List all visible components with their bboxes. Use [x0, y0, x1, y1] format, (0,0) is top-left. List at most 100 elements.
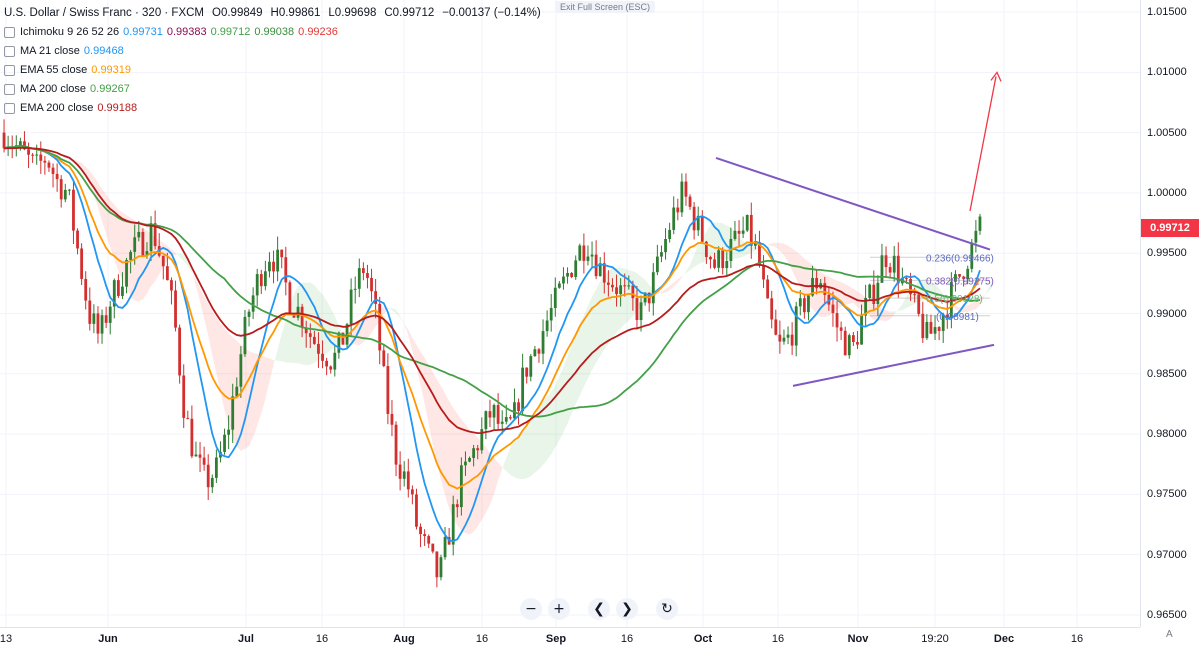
candle-body	[656, 257, 659, 273]
time-tick-label: 16	[1071, 633, 1083, 645]
indicator-label: EMA 55 close	[20, 61, 87, 80]
time-tick-label: Jun	[98, 633, 118, 645]
candle-body	[709, 257, 712, 259]
symbol-header[interactable]: U.S. Dollar / Swiss Franc · 320 · FXCM O…	[4, 4, 545, 23]
candle-body	[129, 252, 132, 260]
candle-body	[979, 217, 982, 231]
candle-body	[738, 231, 741, 234]
candle-body	[636, 298, 639, 320]
candle-body	[76, 231, 79, 249]
candle-body	[35, 155, 38, 156]
symbol-title[interactable]: U.S. Dollar / Swiss Franc · 320 · FXCM	[4, 4, 204, 23]
candle-body	[836, 313, 839, 327]
candle-body	[403, 471, 406, 478]
candle-body	[227, 430, 230, 435]
price-tick-label: 1.01500	[1147, 6, 1187, 18]
ichimoku-cloud-segment	[261, 356, 265, 415]
ohlc-change: −0.00137 (−0.14%)	[442, 4, 540, 23]
candle-body	[199, 455, 202, 458]
candle-body	[803, 298, 806, 312]
candle-body	[121, 287, 124, 296]
candle-body	[860, 315, 863, 344]
ichimoku-cloud-segment	[265, 357, 269, 400]
series-line-ema-55-close	[4, 147, 980, 488]
candle-body	[190, 419, 193, 456]
auto-scale-button[interactable]: A	[1166, 629, 1173, 640]
candle-body	[431, 544, 434, 552]
price-tick-label: 0.97000	[1147, 549, 1187, 561]
candle-body	[476, 448, 479, 450]
candle-body	[631, 285, 634, 298]
chart-legend: U.S. Dollar / Swiss Franc · 320 · FXCM O…	[4, 4, 545, 118]
candle-body	[876, 283, 879, 304]
exit-fullscreen-button[interactable]: Exit Full Screen (ESC)	[555, 1, 655, 13]
candle-body	[930, 322, 933, 334]
zoom-in-button[interactable]: +	[548, 598, 570, 620]
candle-body	[574, 260, 577, 277]
candle-body	[570, 273, 573, 277]
ichimoku-cloud-segment	[400, 316, 404, 323]
candle-body	[284, 257, 287, 282]
scroll-left-button[interactable]: ❮	[588, 598, 610, 620]
candle-body	[938, 327, 941, 331]
candle-body	[162, 256, 165, 266]
ichimoku-cloud-segment	[694, 246, 698, 268]
scroll-right-button[interactable]: ❯	[616, 598, 638, 620]
candle-body	[31, 155, 34, 156]
price-tick-label: 0.98500	[1147, 368, 1187, 380]
time-tick-label: Aug	[393, 633, 414, 645]
candle-body	[542, 331, 545, 354]
candle-body	[974, 231, 977, 243]
candle-body	[660, 252, 663, 256]
indicator-value: 0.99383	[167, 23, 207, 42]
indicator-icon	[4, 27, 15, 38]
candle-body	[68, 190, 71, 191]
reset-chart-button[interactable]: ↻	[656, 598, 678, 620]
candle-body	[272, 262, 275, 272]
ichimoku-cloud-segment	[224, 328, 228, 424]
candle-body	[840, 327, 843, 330]
fib-level-label: 0.382(0.99275)	[926, 276, 994, 287]
candle-body	[350, 290, 353, 325]
ichimoku-cloud-segment	[392, 308, 396, 313]
candle-body	[799, 298, 802, 306]
triangle-lower-trendline	[793, 345, 994, 386]
candle-body	[689, 197, 692, 207]
ichimoku-cloud-segment	[682, 272, 686, 278]
ichimoku-cloud-segment	[404, 323, 408, 335]
zoom-out-button[interactable]: −	[520, 598, 542, 620]
candle-body	[721, 250, 724, 268]
candle-body	[905, 278, 908, 279]
candle-body	[423, 534, 426, 536]
candle-body	[56, 174, 59, 179]
candle-body	[60, 179, 63, 199]
ichimoku-cloud-segment	[502, 459, 506, 471]
indicator-value: 0.99267	[90, 80, 130, 99]
candle-body	[913, 294, 916, 295]
candle-body	[778, 335, 781, 342]
ichimoku-cloud-segment	[506, 448, 510, 474]
ichimoku-cloud-segment	[269, 358, 273, 382]
candle-body	[685, 182, 688, 197]
candle-body	[791, 335, 794, 346]
candle-body	[166, 266, 169, 280]
candle-body	[137, 232, 140, 237]
price-tick-label: 0.99000	[1147, 308, 1187, 320]
ichimoku-cloud-segment	[690, 256, 694, 271]
candle-body	[186, 418, 189, 419]
triangle-upper-trendline	[716, 158, 990, 250]
candle-body	[43, 161, 46, 163]
candle-body	[195, 455, 198, 457]
indicator-icon	[4, 103, 15, 114]
current-price-tag: 0.99712	[1141, 219, 1199, 237]
candle-body	[538, 349, 541, 353]
ichimoku-cloud-segment	[612, 267, 616, 337]
ichimoku-cloud-segment	[678, 276, 682, 282]
